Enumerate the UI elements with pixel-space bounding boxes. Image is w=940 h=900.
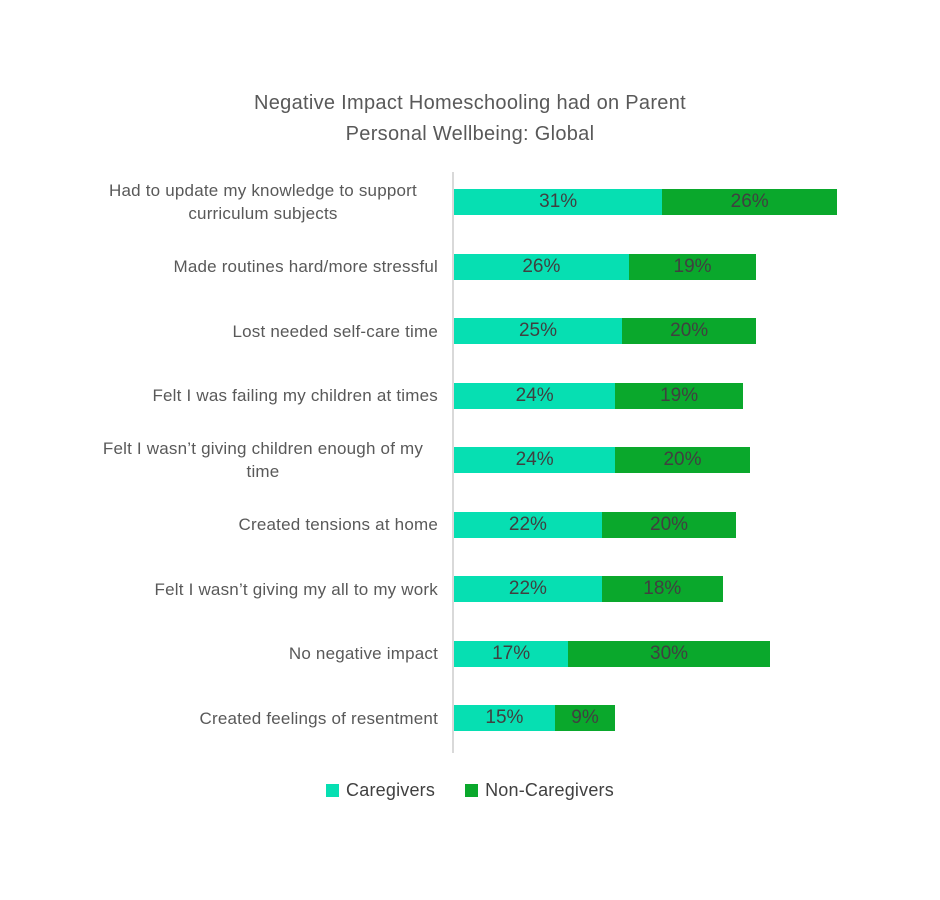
non-caregivers-bar-segment: 30% — [568, 640, 770, 667]
category-label-text: No negative impact — [288, 644, 438, 664]
category-label-text: Felt I wasn’t giving children enough of … — [102, 439, 424, 482]
chart-title: Negative Impact Homeschooling had on Par… — [0, 88, 940, 150]
non-caregivers-bar-segment: 26% — [662, 189, 838, 216]
category-axis-line — [452, 172, 454, 753]
caregivers-bar-segment: 25% — [454, 318, 622, 345]
category-label: Had to update my knowledge to support cu… — [0, 179, 438, 225]
legend-item-non-caregivers: Non-Caregivers — [465, 780, 614, 801]
legend: Caregivers Non-Caregivers — [0, 780, 940, 801]
bar-row: Had to update my knowledge to support cu… — [0, 170, 940, 235]
category-label: Created feelings of resentment — [0, 707, 438, 730]
bar-track: 26% 19% — [454, 253, 757, 280]
category-label-text: Lost needed self-care time — [232, 321, 438, 341]
category-label: Lost needed self-care time — [0, 320, 438, 343]
non-caregivers-bar-segment: 20% — [615, 447, 750, 474]
non-caregivers-bar-segment: 9% — [554, 705, 616, 732]
caregivers-bar-segment: 22% — [454, 511, 602, 538]
caregivers-bar-segment: 31% — [454, 189, 663, 216]
category-label: Felt I was failing my children at times — [0, 384, 438, 407]
category-label: No negative impact — [0, 642, 438, 665]
caregivers-bar-segment: 17% — [454, 640, 569, 667]
bar-track: 15% 9% — [454, 705, 616, 732]
category-label-text: Felt I wasn’t giving my all to my work — [154, 579, 438, 599]
bar-row: Lost needed self-care time 25% 20% — [0, 299, 940, 364]
bar-row: Felt I was failing my children at times … — [0, 364, 940, 429]
category-label-text: Created tensions at home — [238, 515, 438, 535]
bar-track: 25% 20% — [454, 318, 757, 345]
legend-label-caregivers: Caregivers — [346, 780, 436, 800]
caregivers-bar-segment: 24% — [454, 382, 616, 409]
bar-rows: Had to update my knowledge to support cu… — [0, 170, 940, 751]
caregivers-bar-segment: 26% — [454, 253, 629, 280]
category-label-text: Made routines hard/more stressful — [173, 257, 438, 277]
bar-track: 22% 20% — [454, 511, 737, 538]
non-caregivers-bar-segment: 19% — [615, 382, 743, 409]
bar-track: 17% 30% — [454, 640, 770, 667]
bar-row: No negative impact 17% 30% — [0, 622, 940, 687]
bar-row: Created tensions at home 22% 20% — [0, 493, 940, 558]
legend-label-non-caregivers: Non-Caregivers — [485, 780, 614, 800]
bar-row: Made routines hard/more stressful 26% 19… — [0, 235, 940, 300]
bar-track: 31% 26% — [454, 189, 838, 216]
non-caregivers-bar-segment: 20% — [622, 318, 757, 345]
category-label-text: Had to update my knowledge to support cu… — [109, 181, 417, 224]
category-label: Created tensions at home — [0, 513, 438, 536]
category-label: Made routines hard/more stressful — [0, 255, 438, 278]
category-label: Felt I wasn’t giving children enough of … — [0, 437, 438, 483]
bar-track: 22% 18% — [454, 576, 723, 603]
bar-row: Created feelings of resentment 15% 9% — [0, 686, 940, 751]
caregivers-swatch-icon — [326, 784, 340, 797]
category-label-text: Created feelings of resentment — [199, 708, 438, 728]
bar-row: Felt I wasn’t giving my all to my work 2… — [0, 557, 940, 622]
caregivers-bar-segment: 15% — [454, 705, 555, 732]
non-caregivers-swatch-icon — [465, 784, 479, 797]
caregivers-bar-segment: 24% — [454, 447, 616, 474]
bar-row: Felt I wasn’t giving children enough of … — [0, 428, 940, 493]
category-label-text: Felt I was failing my children at times — [152, 386, 438, 406]
bar-track: 24% 20% — [454, 447, 750, 474]
non-caregivers-bar-segment: 19% — [628, 253, 757, 280]
legend-item-caregivers: Caregivers — [326, 780, 435, 801]
non-caregivers-bar-segment: 18% — [601, 576, 723, 603]
caregivers-bar-segment: 22% — [454, 576, 602, 603]
chart-title-text: Negative Impact Homeschooling had on Par… — [253, 92, 687, 145]
bar-track: 24% 19% — [454, 382, 743, 409]
category-label: Felt I wasn’t giving my all to my work — [0, 578, 438, 601]
non-caregivers-bar-segment: 20% — [601, 511, 737, 538]
